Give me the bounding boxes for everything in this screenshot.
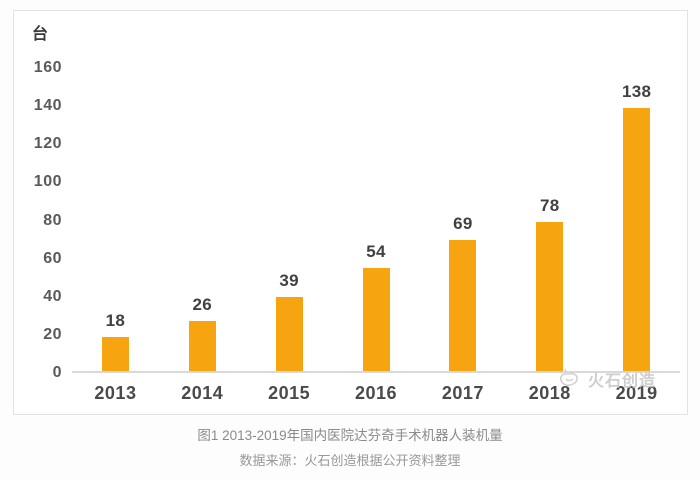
y-tick-label: 20 bbox=[43, 325, 62, 343]
bar bbox=[536, 222, 564, 371]
bar bbox=[101, 336, 129, 371]
chart-card: 台 0 20 40 60 80 100 120 140 160 18 26 39 54 69 78 138 … bbox=[13, 10, 688, 415]
x-axis: 2013 2014 2015 2016 2017 2018 2019 bbox=[72, 383, 680, 404]
y-tick-label: 140 bbox=[33, 97, 62, 115]
data-source-note: 数据来源：火石创造根据公开资料整理 bbox=[239, 453, 461, 468]
x-tick-label: 2017 bbox=[441, 383, 484, 403]
bar-column-2016: 54 bbox=[333, 68, 420, 371]
bar-column-2015: 39 bbox=[246, 68, 333, 371]
y-tick-label: 60 bbox=[43, 249, 62, 267]
y-tick-label: 40 bbox=[43, 287, 62, 305]
y-axis: 0 20 40 60 80 100 120 140 160 bbox=[14, 11, 62, 416]
y-tick-label: 0 bbox=[52, 364, 62, 381]
caption-block: 图1 2013-2019年国内医院达芬奇手术机器人装机量 数据来源：火石创造根据… bbox=[0, 426, 700, 470]
y-tick-label: 100 bbox=[33, 173, 62, 191]
bar-value-label: 69 bbox=[453, 213, 473, 233]
y-tick-label: 120 bbox=[33, 135, 62, 153]
bar bbox=[623, 107, 651, 371]
bar-value-label: 54 bbox=[366, 242, 386, 262]
x-tick-label: 2015 bbox=[268, 383, 311, 403]
bar-column-2019: 138 bbox=[593, 68, 680, 371]
bar bbox=[449, 239, 477, 371]
bar-column-2014: 26 bbox=[159, 68, 246, 371]
x-tick-label: 2014 bbox=[181, 383, 224, 403]
bar-column-2013: 18 bbox=[72, 68, 159, 371]
figure-caption: 图1 2013-2019年国内医院达芬奇手术机器人装机量 bbox=[197, 428, 503, 443]
bar-column-2017: 69 bbox=[419, 68, 506, 371]
bar-value-label: 78 bbox=[539, 196, 560, 216]
bar-value-label: 138 bbox=[621, 81, 652, 101]
bar-value-label: 39 bbox=[279, 270, 299, 290]
x-tick-label: 2013 bbox=[94, 383, 137, 403]
y-tick-label: 80 bbox=[43, 211, 62, 229]
bar-value-label: 18 bbox=[105, 310, 126, 330]
y-tick-label: 160 bbox=[33, 59, 62, 76]
bar-column-2018: 78 bbox=[506, 68, 593, 371]
bar bbox=[362, 268, 390, 371]
x-tick-label: 2016 bbox=[354, 383, 398, 403]
plot-area: 18 26 39 54 69 78 138 bbox=[72, 68, 680, 373]
bar-value-label: 26 bbox=[192, 295, 213, 315]
x-tick-label: 2019 bbox=[615, 383, 658, 403]
bar bbox=[275, 296, 303, 371]
y-axis-unit-label: 台 bbox=[32, 26, 49, 43]
x-tick-label: 2018 bbox=[528, 383, 571, 403]
bar bbox=[188, 321, 216, 371]
